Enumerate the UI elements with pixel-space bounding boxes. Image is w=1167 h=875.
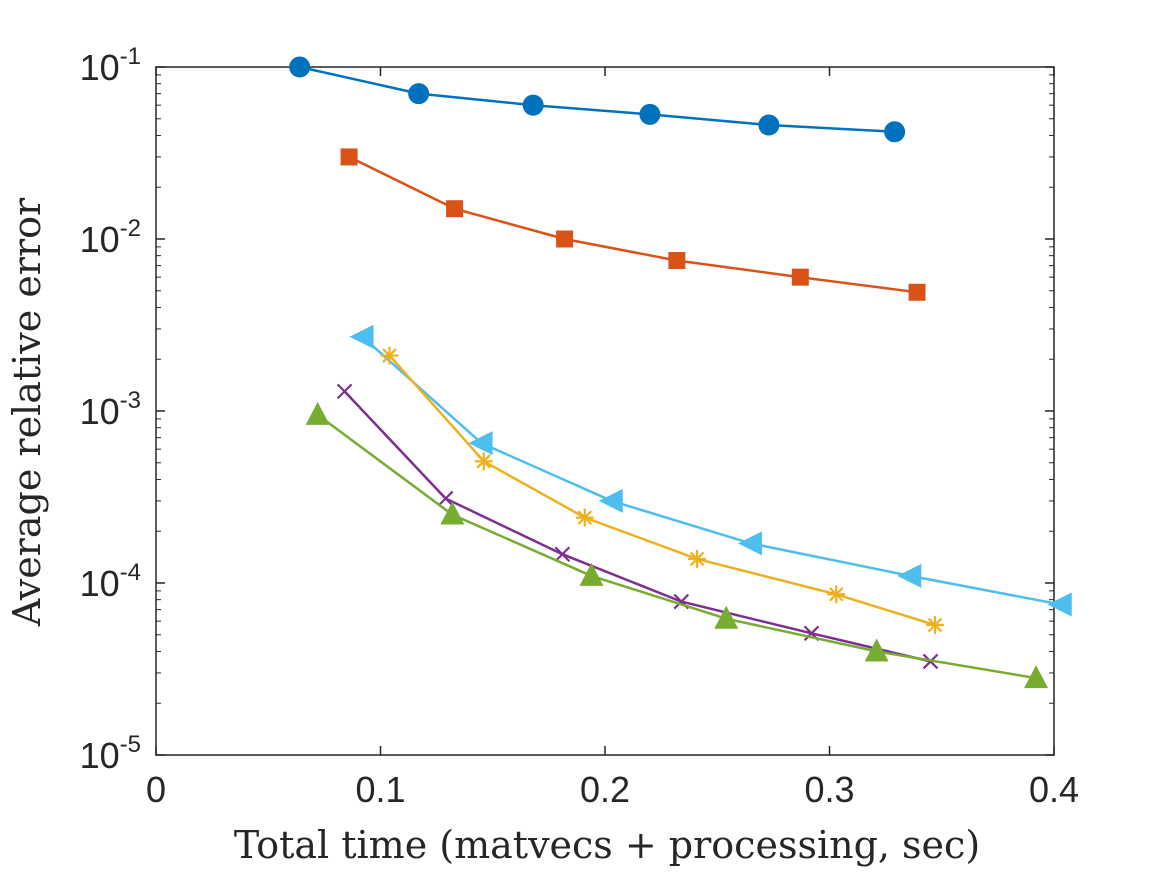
series-2-point xyxy=(668,251,686,269)
x-tick-label: 0.3 xyxy=(804,769,854,810)
y-tick-exponent: -2 xyxy=(120,215,141,242)
series-2-point xyxy=(340,148,358,166)
series-6-point xyxy=(714,605,739,629)
series-4-point xyxy=(575,508,594,527)
series-4-point xyxy=(926,615,945,634)
series-3-point xyxy=(468,431,493,456)
series-6-point xyxy=(579,562,604,586)
series-3-line xyxy=(361,335,1061,606)
series-1-point xyxy=(408,83,430,105)
series-3-point xyxy=(598,488,623,513)
series-1 xyxy=(289,56,906,143)
y-tick-base: 10 xyxy=(80,735,120,776)
x-axis-title: Total time (matvecs + processing, sec) xyxy=(234,823,980,867)
series-2-point xyxy=(446,200,464,218)
series-4-point xyxy=(380,346,399,365)
y-tick-exponent: -1 xyxy=(120,43,141,70)
series-4-point xyxy=(474,452,493,471)
series-6-line xyxy=(316,413,1037,680)
series-3-point xyxy=(737,531,762,556)
y-axis-title: Average relative error xyxy=(5,197,49,627)
x-tick-label: 0.1 xyxy=(355,769,405,810)
y-tick-label: 10-4 xyxy=(80,559,141,604)
plot-area xyxy=(155,66,1055,756)
series-2-point xyxy=(556,230,574,248)
y-tick-exponent: -5 xyxy=(120,731,141,758)
series-1-point xyxy=(289,56,311,78)
y-tick-label: 10-1 xyxy=(80,43,141,88)
series-1-point xyxy=(758,114,780,136)
series-3-point xyxy=(1047,592,1072,617)
series-3 xyxy=(349,324,1072,617)
y-tick-base: 10 xyxy=(80,47,120,88)
series-6-point xyxy=(305,401,330,425)
y-tick-exponent: -4 xyxy=(120,559,141,586)
plot-frame xyxy=(155,66,1055,756)
series-5-point xyxy=(437,490,454,507)
y-tick-base: 10 xyxy=(80,563,120,604)
series-2-point xyxy=(791,268,809,286)
series-layer xyxy=(289,56,1072,689)
series-2-point xyxy=(908,283,926,301)
series-6-point xyxy=(440,501,465,525)
series-6-point xyxy=(1024,665,1049,689)
y-tick-label: 10-3 xyxy=(80,387,141,432)
series-5-point xyxy=(554,546,571,562)
series-1-point xyxy=(639,103,661,125)
x-tick-label: 0 xyxy=(146,769,166,810)
y-tick-base: 10 xyxy=(80,219,120,260)
y-tick-exponent: -3 xyxy=(120,387,141,414)
series-5-line xyxy=(343,390,931,663)
series-5 xyxy=(336,383,939,670)
x-tick-label: 0.4 xyxy=(1029,769,1079,810)
series-5-point xyxy=(336,383,353,400)
series-2 xyxy=(340,148,926,301)
series-1-point xyxy=(884,121,906,143)
series-3-point xyxy=(349,324,374,349)
series-4 xyxy=(380,346,945,634)
x-tick-label: 0.2 xyxy=(580,769,630,810)
series-4-point xyxy=(688,549,707,568)
series-1-line xyxy=(299,65,895,134)
y-tick-base: 10 xyxy=(80,391,120,432)
series-1-point xyxy=(522,94,544,116)
x-axis: 0 0.1 0.2 0.3 0.4 xyxy=(146,67,1079,810)
series-4-point xyxy=(827,585,846,604)
series-2-line xyxy=(348,155,918,294)
y-tick-label: 10-5 xyxy=(80,731,141,776)
series-6 xyxy=(305,401,1049,689)
series-3-point xyxy=(897,563,922,588)
y-axis: 10-110-210-310-410-5 xyxy=(80,43,1054,776)
y-tick-label: 10-2 xyxy=(80,215,141,260)
series-6-point xyxy=(864,638,889,662)
series-4-line xyxy=(388,354,936,627)
